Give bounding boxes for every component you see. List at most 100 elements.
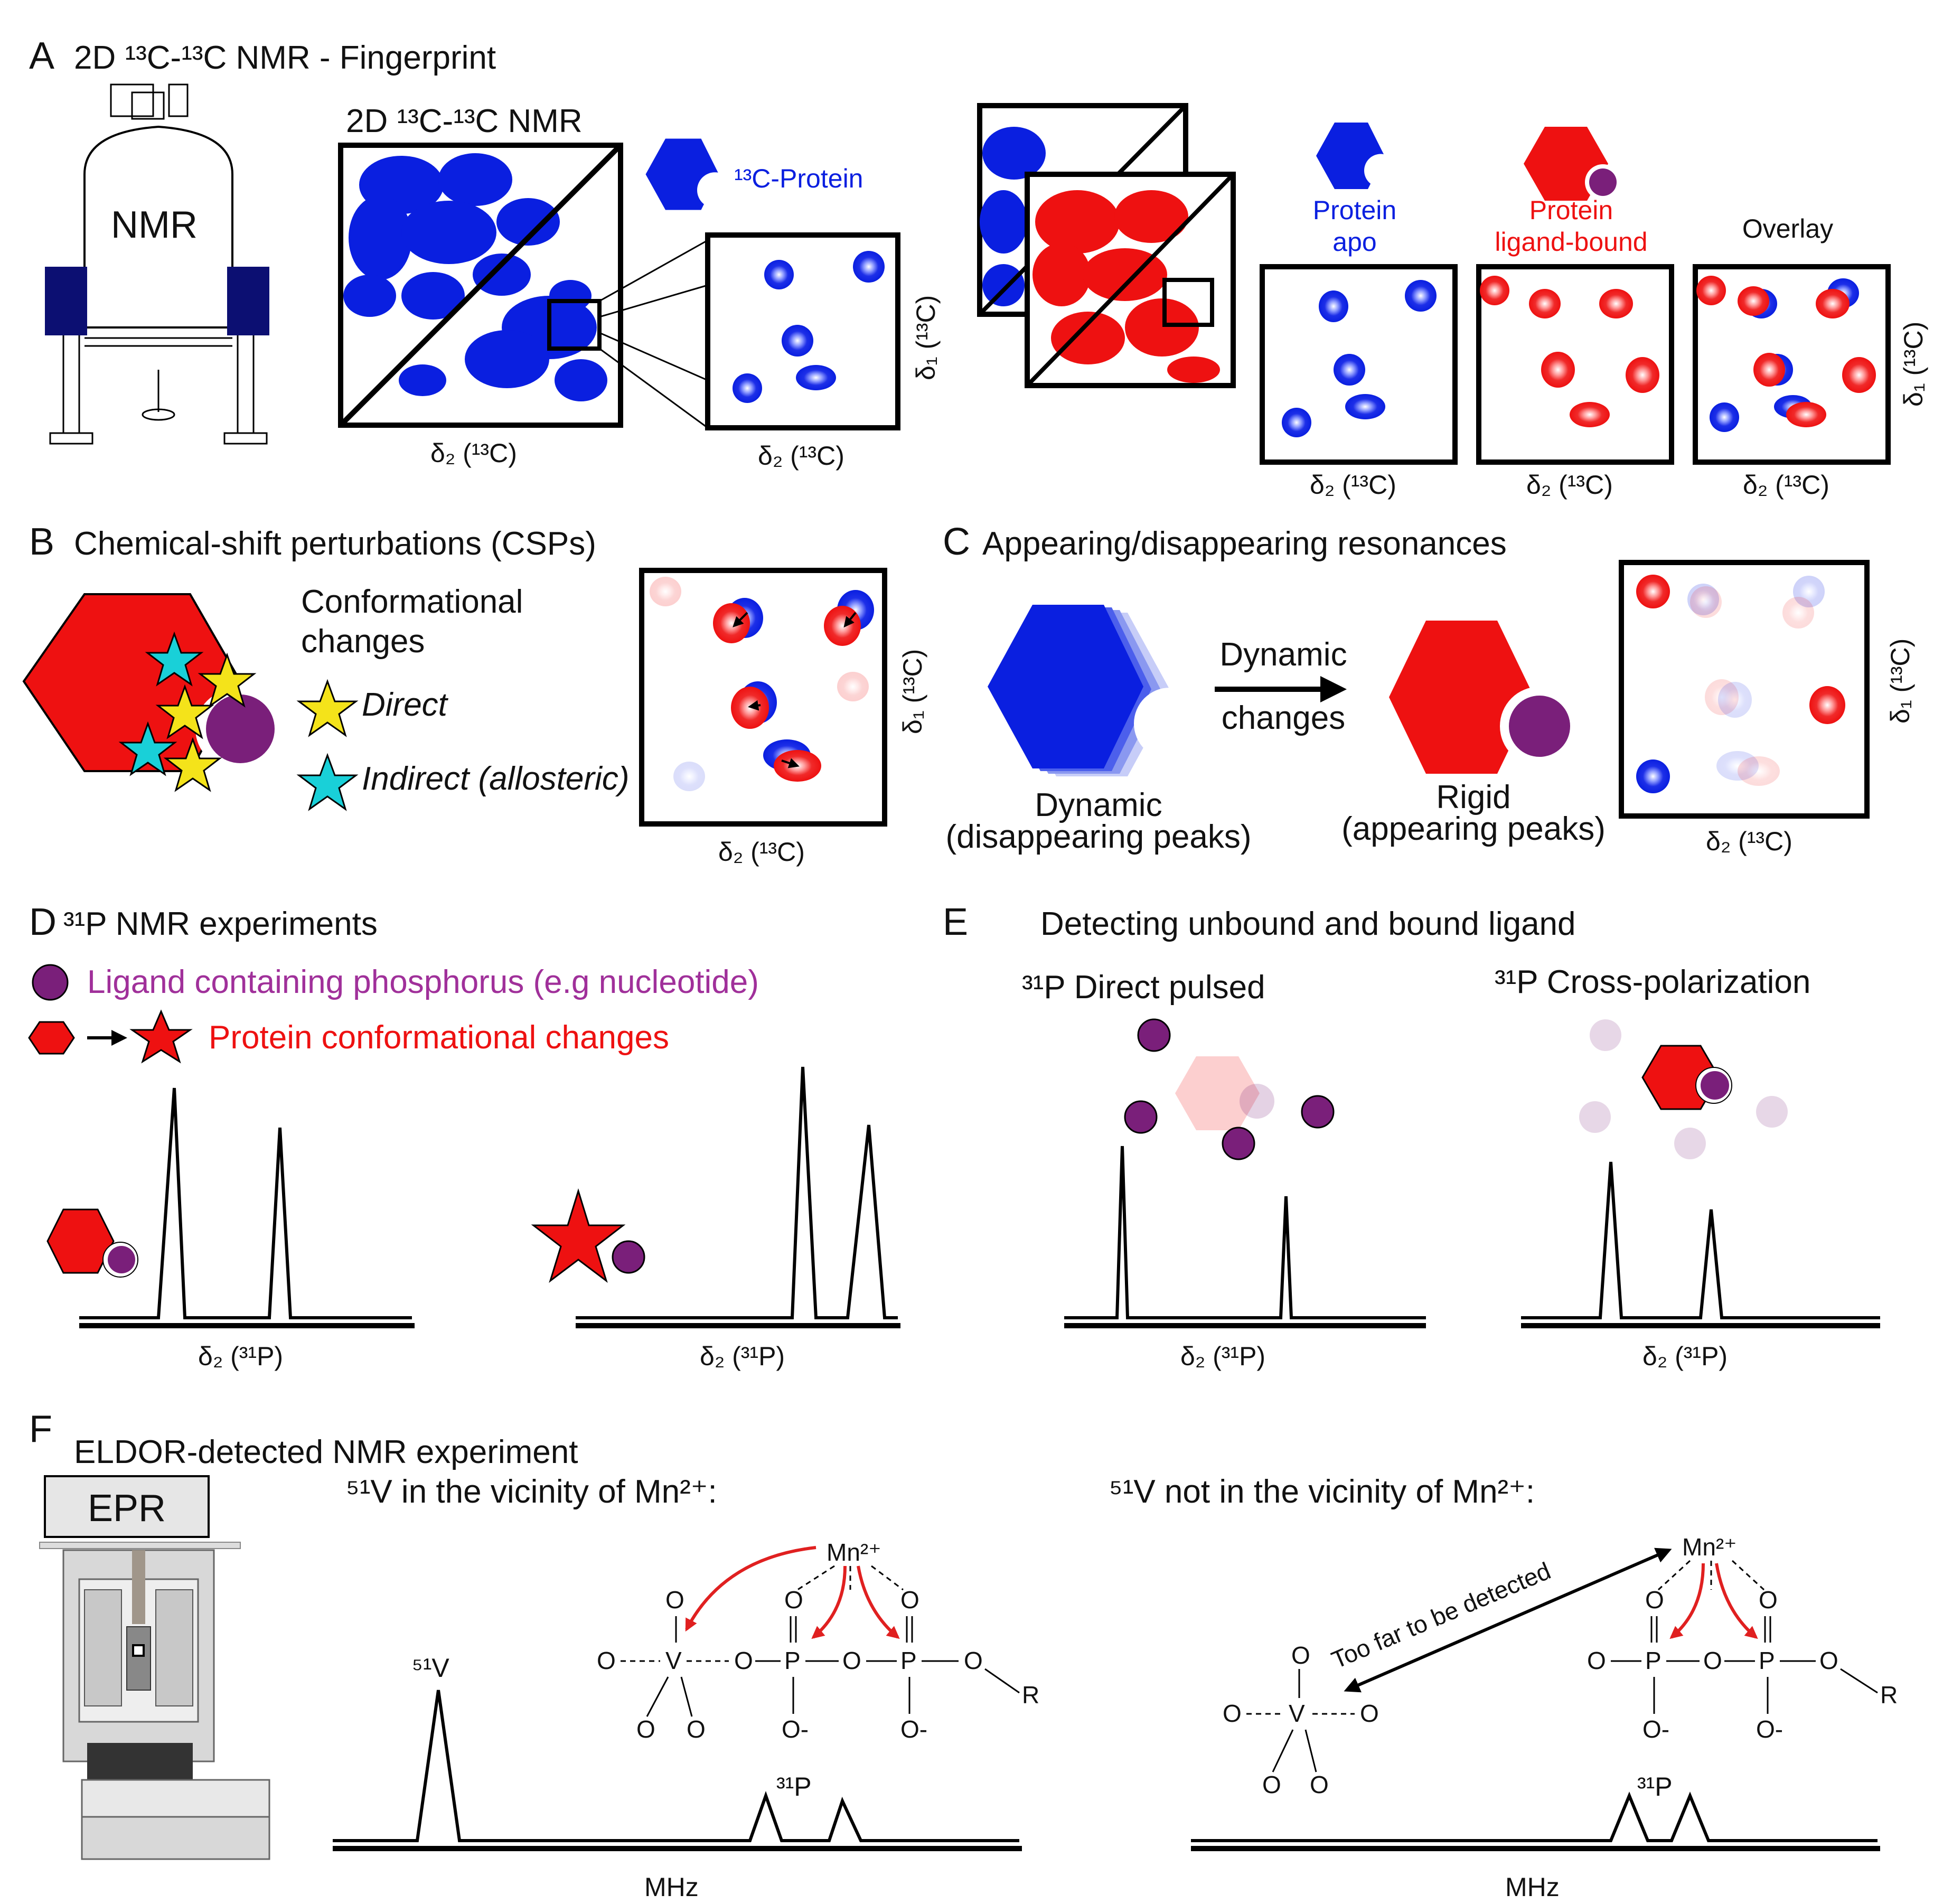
overlay-label: Overlay [1742, 214, 1833, 243]
panel-d: D ³¹P NMR experiments Ligand containing … [28, 901, 900, 1371]
direct-label: Direct [362, 687, 449, 723]
atom-o-minus: O- [1642, 1715, 1669, 1743]
atom-v: V [1289, 1700, 1305, 1727]
apo-xaxis: δ₂ (¹³C) [1310, 470, 1396, 500]
arrow-label-2: changes [1222, 700, 1345, 736]
atom-o: O [842, 1647, 861, 1674]
panel-f-title: ELDOR-detected NMR experiment [74, 1434, 578, 1470]
panel-e: E Detecting unbound and bound ligand ³¹P… [943, 901, 1880, 1371]
dynamic-label-1: Dynamic [1035, 787, 1162, 823]
cross-pol-spectrum: δ₂ (³¹P) [1521, 1019, 1880, 1371]
atom-o-minus: O- [900, 1715, 927, 1743]
apo-zoom: δ₂ (¹³C) [1260, 264, 1458, 500]
appearing-xaxis: δ₂ (¹³C) [1706, 827, 1792, 856]
right-title: ⁵¹V not in the vicinity of Mn²⁺: [1109, 1474, 1535, 1510]
bound-label-1: Protein [1529, 195, 1613, 225]
panel-b-letter: B [29, 521, 54, 563]
left-structure: Mn²⁺ O O O O V O P O P O R O O O- O- [597, 1539, 1039, 1743]
nmr-magnet: NMR [45, 83, 269, 445]
panel-e-title: Detecting unbound and bound ligand [1040, 906, 1576, 942]
atom-o: O [1291, 1642, 1310, 1669]
right-mn-label: Mn²⁺ [1682, 1533, 1737, 1561]
panel-f: F ELDOR-detected NMR experiment EPR ⁵¹V … [29, 1408, 1898, 1902]
panel-f-letter: F [29, 1408, 52, 1450]
panel-b-title: Chemical-shift perturbations (CSPs) [74, 526, 596, 562]
atom-o: O [1819, 1647, 1838, 1674]
p31-spectrum-1: δ₂ (³¹P) [46, 1087, 415, 1371]
left-mn-label: Mn²⁺ [827, 1539, 881, 1566]
appearing-spectrum: δ₂ (¹³C) δ₁ (¹³C) [1619, 560, 1915, 856]
atom-o-minus: O- [782, 1715, 809, 1743]
p31-spectrum-2: δ₂ (³¹P) [531, 1066, 900, 1371]
atom-p: P [1645, 1647, 1662, 1674]
appearing-yaxis: δ₁ (¹³C) [1885, 639, 1915, 724]
protein-bound-icon [1524, 127, 1621, 201]
atom-o: O [1703, 1647, 1722, 1674]
p31-spectrum-1-xaxis: δ₂ (³¹P) [198, 1342, 283, 1371]
right-structure: Mn²⁺ Too far to be detected O O V O O O … [1223, 1533, 1898, 1798]
panel-a: A 2D ¹³C-¹³C NMR - Fingerprint NMR 2D ¹³… [29, 35, 1928, 500]
direct-xaxis: δ₂ (³¹P) [1180, 1342, 1265, 1371]
panel-d-title: ³¹P NMR experiments [63, 906, 378, 942]
zoom-yaxis: δ₁ (¹³C) [911, 295, 941, 380]
atom-p: P [900, 1647, 917, 1674]
direct-star-icon [296, 679, 359, 737]
legend-star-icon [129, 1009, 193, 1064]
csp-spectrum: δ₂ (¹³C) δ₁ (¹³C) [639, 568, 927, 867]
spectrum-title: 2D ¹³C-¹³C NMR [346, 103, 583, 139]
atom-o: O [1262, 1771, 1281, 1798]
stacked-spectra [977, 103, 1236, 388]
overlay-yaxis: δ₁ (¹³C) [1899, 322, 1928, 407]
atom-o: O [1645, 1586, 1664, 1614]
overlay-zoom: δ₂ (¹³C) δ₁ (¹³C) [1693, 264, 1928, 500]
cross-pol-label: ³¹P Cross-polarization [1495, 964, 1810, 1000]
panel-e-letter: E [943, 901, 968, 943]
indirect-star-icon [296, 753, 359, 811]
atom-p: P [784, 1647, 801, 1674]
atom-p: P [1759, 1647, 1775, 1674]
epr-label: EPR [88, 1487, 166, 1530]
spectrum-main-xaxis: δ₂ (¹³C) [430, 438, 517, 468]
panel-b: B Chemical-shift perturbations (CSPs) Co… [22, 521, 927, 867]
magnet-label: NMR [111, 204, 198, 246]
conf-changes-1: Conformational [301, 584, 523, 620]
apo-label-1: Protein [1313, 195, 1396, 225]
panel-d-letter: D [29, 901, 57, 943]
protein-legend-label: Protein conformational changes [209, 1019, 669, 1056]
legend-hex-icon [28, 1021, 75, 1055]
conf-changes-2: changes [301, 623, 425, 660]
dynamic-label-2: (disappearing peaks) [945, 819, 1251, 855]
atom-r: R [1880, 1681, 1898, 1709]
ligand-legend-icon [32, 964, 69, 1001]
arrow-label-1: Dynamic [1219, 636, 1347, 673]
left-xaxis: MHz [644, 1872, 699, 1902]
protein-apo-icon-2 [1316, 123, 1386, 189]
panel-a-title: 2D ¹³C-¹³C NMR - Fingerprint [74, 40, 496, 76]
right-p31-label: ³¹P [1637, 1772, 1673, 1802]
left-p31-label: ³¹P [776, 1772, 812, 1802]
ligand-legend-label: Ligand containing phosphorus (e.g nucleo… [87, 964, 759, 1000]
left-title: ⁵¹V in the vicinity of Mn²⁺: [346, 1474, 717, 1510]
panel-a-letter: A [29, 35, 54, 77]
apo-label-2: apo [1332, 227, 1376, 257]
protein-apo-icon [645, 138, 721, 210]
csp-yaxis: δ₁ (¹³C) [898, 649, 927, 734]
zoom-xaxis: δ₂ (¹³C) [758, 441, 844, 471]
csp-xaxis: δ₂ (¹³C) [718, 837, 805, 867]
cross-pol-xaxis: δ₂ (³¹P) [1642, 1342, 1728, 1371]
atom-o: O [1310, 1771, 1329, 1798]
bound-label-2: ligand-bound [1495, 227, 1647, 257]
atom-v: V [665, 1647, 682, 1674]
right-xaxis: MHz [1505, 1872, 1560, 1902]
atom-o: O [784, 1586, 803, 1614]
atom-o: O [1759, 1586, 1778, 1614]
csp-protein-shape [22, 593, 275, 792]
atom-o-minus: O- [1756, 1715, 1783, 1743]
atom-o: O [665, 1586, 684, 1614]
left-spectrum: ⁵¹V ³¹P MHz [333, 1653, 1022, 1902]
bound-xaxis: δ₂ (¹³C) [1526, 470, 1613, 500]
bound-zoom: δ₂ (¹³C) [1476, 264, 1674, 500]
atom-o: O [964, 1647, 983, 1674]
atom-o: O [1223, 1700, 1242, 1727]
